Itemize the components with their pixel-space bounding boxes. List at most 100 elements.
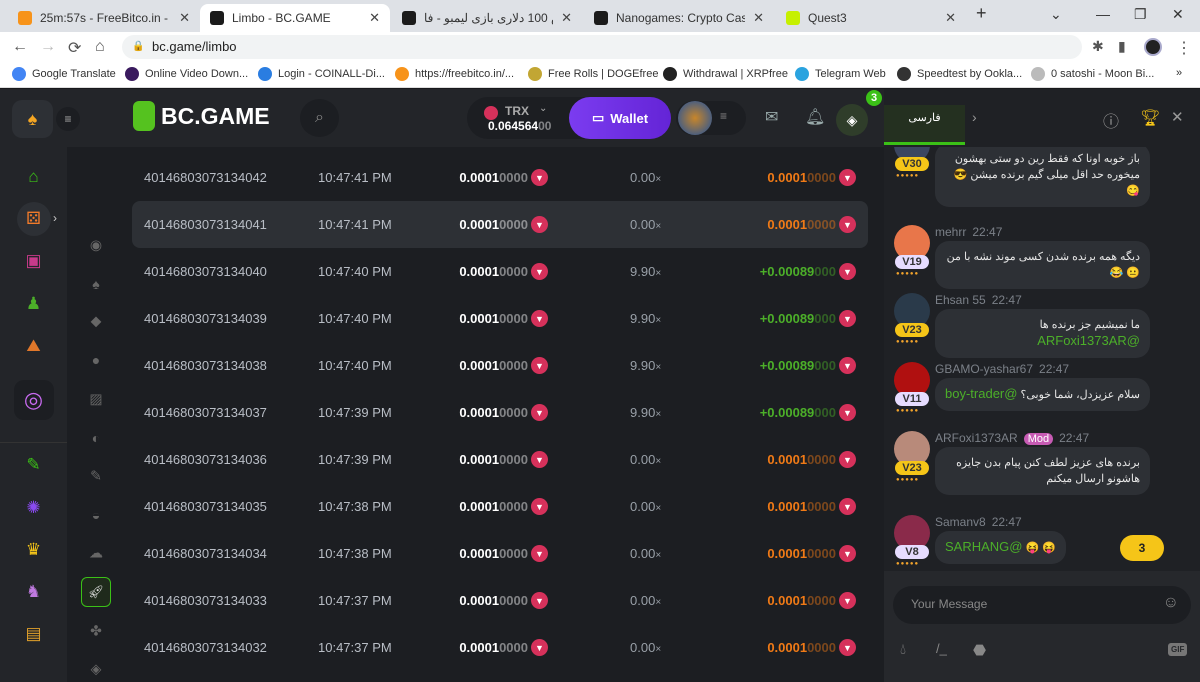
- browser-tab[interactable]: Limbo - BC.GAME ✕: [200, 4, 390, 32]
- menu-toggle-icon[interactable]: ≡: [56, 107, 80, 131]
- promotions-icon[interactable]: ✎: [26, 455, 41, 474]
- extensions-icon[interactable]: ✱: [1092, 38, 1104, 54]
- vip-crown-icon[interactable]: ♛: [25, 540, 42, 559]
- tower-icon[interactable]: ✎: [90, 467, 102, 484]
- message-input[interactable]: Your Message ☺: [893, 586, 1191, 624]
- sports-icon[interactable]: ♟: [25, 294, 42, 313]
- bookmark-item[interactable]: Telegram Web: [795, 67, 886, 81]
- menu-icon[interactable]: ⋮: [1176, 40, 1192, 57]
- bcgame-logo[interactable]: BC.GAME: [133, 101, 270, 131]
- home-icon[interactable]: ⌂: [95, 38, 105, 55]
- affiliate-icon[interactable]: ♞: [25, 582, 42, 601]
- emoji-icon[interactable]: ☺: [1162, 594, 1179, 611]
- username[interactable]: ARFoxi1373AR Mod 22:47: [935, 431, 1090, 445]
- minimize-icon[interactable]: —: [1096, 6, 1110, 22]
- trx-icon: ▼: [839, 263, 856, 280]
- table-row[interactable]: 40146803073134032 10:47:37 PM 0.00010000…: [132, 624, 868, 671]
- hilo-icon[interactable]: ☁: [89, 544, 103, 561]
- close-icon[interactable]: ✕: [1171, 109, 1184, 126]
- bomb-icon[interactable]: ●: [91, 352, 101, 368]
- table-row[interactable]: 40146803073134037 10:47:39 PM 0.00010000…: [132, 389, 868, 436]
- browser-tab[interactable]: Nanogames: Crypto Casino G✕: [584, 4, 774, 32]
- sidepanel-icon[interactable]: ▮: [1118, 38, 1126, 54]
- spade-logo-icon[interactable]: ♠: [12, 100, 53, 138]
- username[interactable]: GBAMO-yashar67 22:47: [935, 362, 1070, 376]
- trx-icon: ▼: [531, 545, 548, 562]
- table-row[interactable]: 40146803073134039 10:47:40 PM 0.00010000…: [132, 295, 868, 342]
- bookmark-item[interactable]: 0 satoshi - Moon Bi...: [1031, 67, 1154, 81]
- payout-amount: 0.00010000 ▼: [767, 545, 856, 562]
- originals-icon[interactable]: ◉: [89, 236, 103, 253]
- table-row[interactable]: 40146803073134034 10:47:38 PM 0.00010000…: [132, 530, 868, 577]
- search-icon[interactable]: ⌕: [300, 99, 339, 137]
- browser-tab[interactable]: 25m:57s - FreeBitco.in - Win f✕: [8, 4, 200, 32]
- chevron-right-icon[interactable]: ›: [53, 211, 57, 225]
- new-tab-icon[interactable]: +: [976, 3, 987, 23]
- close-tab-icon[interactable]: ✕: [179, 10, 190, 25]
- close-window-icon[interactable]: ✕: [1172, 6, 1184, 22]
- browser-tab[interactable]: Quest3 ✕: [776, 4, 966, 32]
- dice-icon[interactable]: ▨: [89, 390, 103, 407]
- close-tab-icon[interactable]: ✕: [753, 10, 764, 25]
- chevron-right-icon[interactable]: ›: [972, 109, 977, 125]
- vip-button[interactable]: ≡: [676, 101, 746, 135]
- list-icon: ≡: [720, 109, 728, 123]
- mail-icon[interactable]: ✉: [765, 109, 779, 126]
- forward-icon[interactable]: →: [40, 38, 56, 55]
- bookmark-item[interactable]: Withdrawal | XRPfree: [663, 67, 788, 81]
- more-bookmarks-icon[interactable]: »: [1176, 67, 1183, 79]
- reload-icon[interactable]: ⟳: [68, 40, 82, 57]
- bell-icon[interactable]: 🔔︎: [805, 109, 826, 126]
- casino-icon[interactable]: ⚄: [16, 202, 51, 236]
- racing-icon[interactable]: ⛰: [26, 336, 41, 355]
- tab-search-icon[interactable]: ⌄: [1050, 6, 1062, 22]
- home-icon[interactable]: ⌂: [28, 167, 39, 186]
- table-row[interactable]: 40146803073134038 10:47:40 PM 0.00010000…: [132, 342, 868, 389]
- close-tab-icon[interactable]: ✕: [561, 10, 572, 25]
- table-row[interactable]: 40146803073134033 10:47:37 PM 0.00010000…: [132, 577, 868, 624]
- limbo-icon[interactable]: 🚀︎: [81, 577, 111, 607]
- gif-icon[interactable]: GIF: [1168, 643, 1188, 656]
- back-icon[interactable]: ←: [12, 38, 28, 55]
- table-row[interactable]: 40146803073134035 10:47:38 PM 0.00010000…: [132, 483, 868, 530]
- crash-icon[interactable]: ◆: [90, 312, 102, 329]
- table-row[interactable]: 40146803073134041 10:47:41 PM 0.00010000…: [132, 201, 868, 248]
- bonus-wheel-icon[interactable]: ✺: [26, 498, 41, 517]
- close-tab-icon[interactable]: ✕: [369, 10, 380, 25]
- table-row[interactable]: 40146803073134040 10:47:40 PM 0.00010000…: [132, 248, 868, 295]
- bookmark-item[interactable]: Google Translate: [12, 67, 116, 81]
- keno-icon[interactable]: ◈: [90, 660, 102, 677]
- chat-room-tab[interactable]: فارسی: [884, 105, 965, 145]
- vip-badge: V19: [895, 255, 929, 269]
- username[interactable]: mehrr 22:47: [935, 225, 1003, 239]
- url-input[interactable]: 🔒 bc.game/limbo: [122, 35, 1082, 59]
- browser-tab[interactable]: چالش 100 دلاری بازی لیمبو - فا✕: [392, 4, 582, 32]
- leaderboard-icon[interactable]: ▤: [25, 624, 42, 643]
- shuffle-icon[interactable]: ♠: [92, 276, 100, 292]
- new-messages-badge[interactable]: 3: [1120, 535, 1164, 561]
- coin-drop-icon[interactable]: ⬣: [973, 642, 987, 659]
- info-icon[interactable]: ⓘ: [1103, 114, 1120, 131]
- bookmark-item[interactable]: Free Rolls | DOGEfree: [528, 67, 658, 81]
- ring-icon[interactable]: ◐: [91, 430, 101, 446]
- bookmark-item[interactable]: Login - COINALL-Di...: [258, 67, 385, 81]
- mines-icon[interactable]: ✤: [90, 622, 102, 639]
- chat-toggle-icon[interactable]: ◈: [836, 104, 868, 136]
- table-row[interactable]: 40146803073134042 10:47:41 PM 0.00010000…: [132, 154, 868, 201]
- bookmark-item[interactable]: Speedtest by Ookla...: [897, 67, 1022, 81]
- plinko-icon[interactable]: ◒: [91, 507, 101, 523]
- username[interactable]: Samanv8 22:47: [935, 515, 1022, 529]
- wallet-button[interactable]: ▭ Wallet: [569, 97, 671, 139]
- lottery-icon[interactable]: ◎: [13, 380, 54, 420]
- rain-icon[interactable]: 💧︎: [900, 641, 907, 658]
- command-icon[interactable]: /_: [936, 641, 947, 656]
- profile-avatar[interactable]: [1144, 38, 1162, 56]
- bookmark-item[interactable]: Online Video Down...: [125, 67, 248, 81]
- close-tab-icon[interactable]: ✕: [945, 10, 956, 25]
- bookmark-item[interactable]: https://freebitco.in/...: [395, 67, 514, 81]
- slots-icon[interactable]: ▣: [25, 251, 42, 270]
- maximize-icon[interactable]: ❐: [1134, 6, 1147, 22]
- username[interactable]: Ehsan 55 22:47: [935, 293, 1022, 307]
- table-row[interactable]: 40146803073134036 10:47:39 PM 0.00010000…: [132, 436, 868, 483]
- trophy-icon[interactable]: 🏆︎: [1140, 110, 1161, 127]
